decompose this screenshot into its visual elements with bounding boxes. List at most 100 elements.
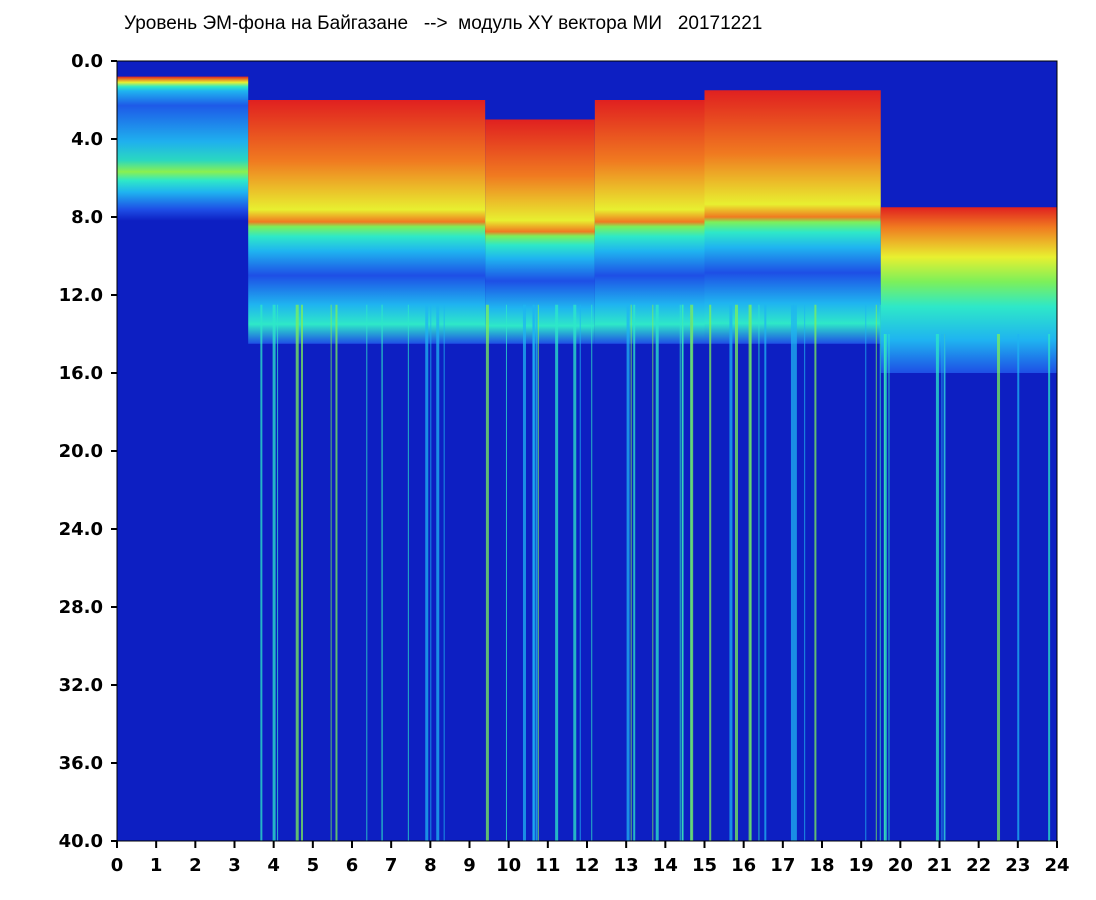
y-tick-label: 20.0 (59, 441, 103, 462)
y-tick-label: 0.0 (71, 51, 103, 72)
streak-line (883, 334, 887, 841)
streak-line (865, 304, 867, 841)
streak-line (535, 304, 538, 841)
streak-line (579, 304, 581, 841)
x-tick-label: 0 (111, 855, 124, 876)
x-tick-label: 14 (653, 855, 678, 876)
spectrogram-plot-area (117, 61, 1057, 841)
x-tick-label: 6 (346, 855, 359, 876)
streak-line (436, 304, 440, 841)
y-tick-label: 4.0 (71, 129, 103, 150)
streak-line (790, 304, 794, 841)
streak-line (277, 304, 279, 841)
x-tick-label: 15 (692, 855, 717, 876)
streak-line (407, 304, 409, 841)
streak-line (941, 334, 943, 841)
x-tick-label: 16 (731, 855, 756, 876)
x-tick-label: 12 (574, 855, 599, 876)
streak-line (679, 304, 681, 841)
streak-line (425, 304, 429, 841)
streak-line (630, 304, 632, 841)
vertical-streaks (260, 304, 1051, 841)
y-tick-label: 36.0 (59, 753, 103, 774)
x-tick-label: 18 (809, 855, 834, 876)
y-tick-label: 16.0 (59, 363, 103, 384)
streak-line (300, 304, 303, 841)
streak-line (485, 304, 489, 841)
streak-line (522, 304, 526, 841)
streak-line (335, 304, 338, 841)
streak-line (1017, 334, 1020, 841)
streak-line (764, 304, 767, 841)
y-tick-label: 8.0 (71, 207, 103, 228)
y-tick-label: 28.0 (59, 597, 103, 618)
streak-line (633, 304, 636, 841)
streak-line (709, 304, 712, 841)
x-tick-label: 13 (614, 855, 639, 876)
streak-line (295, 304, 299, 841)
heatmap-segment (594, 100, 705, 344)
streak-line (655, 304, 659, 841)
y-tick-label: 40.0 (59, 831, 103, 852)
x-tick-label: 2 (189, 855, 202, 876)
streak-line (555, 304, 559, 841)
x-tick-label: 10 (496, 855, 521, 876)
chart-title: Уровень ЭМ-фона на Байгазане --> модуль … (124, 13, 762, 34)
x-tick-label: 5 (307, 855, 320, 876)
heatmap-segment (117, 76, 249, 221)
x-tick-label: 4 (267, 855, 280, 876)
heatmap-segment (485, 119, 595, 344)
x-tick-label: 8 (424, 855, 437, 876)
streak-line (804, 304, 806, 841)
streak-line (443, 304, 445, 841)
y-tick-label: 32.0 (59, 675, 103, 696)
x-tick-label: 24 (1044, 855, 1069, 876)
streak-line (1048, 334, 1051, 841)
streak-line (652, 304, 654, 841)
streak-line (734, 304, 738, 841)
streak-line (748, 304, 752, 841)
streak-line (875, 304, 877, 841)
streak-line (366, 304, 368, 841)
streak-line (997, 334, 1001, 841)
x-tick-label: 19 (849, 855, 874, 876)
streak-line (935, 334, 939, 841)
streak-line (879, 304, 881, 841)
heatmap-segment (704, 90, 881, 344)
streak-line (533, 304, 536, 841)
streak-line (793, 304, 797, 841)
streak-line (260, 304, 263, 841)
streak-line (330, 304, 332, 841)
streak-line (430, 304, 432, 841)
streak-line (626, 304, 630, 841)
x-tick-label: 7 (385, 855, 398, 876)
y-axis: 0.0 4.0 8.0 12.0 16.0 20.0 24.0 28.0 32.0 36.0 40.… (59, 51, 117, 852)
streak-line (729, 304, 733, 841)
streak-line (690, 304, 694, 841)
streak-line (943, 334, 946, 841)
x-tick-label: 1 (150, 855, 163, 876)
streak-line (888, 334, 890, 841)
streak-line (814, 304, 817, 841)
heatmap-segment (880, 207, 1057, 373)
streak-line (573, 304, 577, 841)
streak-line (505, 304, 507, 841)
x-tick-label: 21 (927, 855, 952, 876)
y-tick-label: 12.0 (59, 285, 103, 306)
streak-line (591, 304, 593, 841)
streak-line (272, 304, 276, 841)
x-tick-label: 17 (770, 855, 795, 876)
x-tick-label: 9 (463, 855, 476, 876)
x-tick-label: 11 (535, 855, 560, 876)
x-axis: 0 1 2 3 4 5 6 7 8 9 10 11 12 13 14 15 16 17 18 19 20 21 22 23 24 (111, 841, 1070, 876)
x-tick-label: 3 (228, 855, 241, 876)
streak-line (758, 304, 760, 841)
x-tick-label: 22 (966, 855, 991, 876)
streak-line (681, 304, 684, 841)
streak-line (537, 304, 539, 841)
x-tick-label: 23 (1005, 855, 1030, 876)
y-tick-label: 24.0 (59, 519, 103, 540)
streak-line (381, 304, 383, 841)
heatmap-segment (248, 100, 486, 344)
